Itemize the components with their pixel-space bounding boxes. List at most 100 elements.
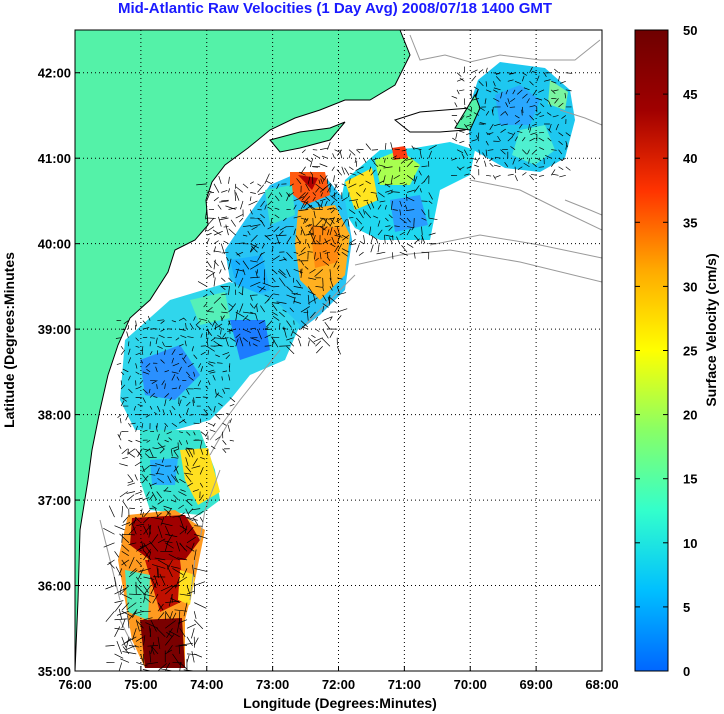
velocity-arrow bbox=[308, 297, 318, 304]
velocity-arrow bbox=[164, 393, 170, 398]
velocity-arrow bbox=[454, 102, 458, 108]
velocity-arrow bbox=[221, 286, 226, 290]
velocity-arrow bbox=[239, 336, 244, 347]
velocity-arrow bbox=[326, 256, 331, 261]
velocity-arrow bbox=[377, 204, 382, 210]
velocity-arrow bbox=[183, 602, 188, 617]
x-tick-label: 73:00 bbox=[256, 677, 289, 692]
velocity-arrow bbox=[136, 585, 145, 595]
velocity-arrow bbox=[171, 585, 180, 588]
velocity-arrow bbox=[554, 68, 559, 73]
velocity-arrow bbox=[170, 474, 177, 482]
velocity-arrow bbox=[157, 499, 165, 505]
velocity-arrow bbox=[250, 192, 256, 194]
velocity-arrow bbox=[121, 559, 130, 566]
velocity-arrow bbox=[328, 217, 335, 220]
velocity-arrow bbox=[206, 345, 215, 352]
velocity-arrow bbox=[487, 149, 494, 151]
velocity-arrow bbox=[239, 303, 244, 313]
velocity-arrow bbox=[179, 642, 194, 646]
velocity-arrow bbox=[178, 419, 186, 424]
velocity-arrow bbox=[470, 89, 472, 97]
velocity-arrow bbox=[158, 334, 165, 339]
velocity-arrow bbox=[131, 522, 137, 535]
velocity-arrow bbox=[128, 341, 130, 347]
velocity-arrow bbox=[183, 354, 187, 360]
velocity-arrow bbox=[405, 209, 415, 211]
velocity-arrow bbox=[485, 140, 489, 146]
velocity-arrow bbox=[218, 344, 223, 347]
velocity-arrow bbox=[358, 251, 364, 256]
velocity-arrow bbox=[384, 142, 387, 150]
velocity-arrow bbox=[471, 175, 476, 180]
velocity-arrow bbox=[169, 409, 173, 415]
velocity-arrow bbox=[127, 480, 134, 484]
velocity-arrow bbox=[230, 219, 237, 227]
velocity-arrow bbox=[171, 371, 179, 374]
velocity-arrow bbox=[329, 316, 333, 321]
velocity-arrow bbox=[161, 522, 173, 527]
velocity-arrow bbox=[385, 189, 393, 193]
velocity-arrow bbox=[143, 509, 151, 518]
velocity-arrow bbox=[155, 472, 164, 475]
velocity-arrow bbox=[220, 303, 227, 310]
velocity-arrow bbox=[209, 429, 216, 433]
velocity-arrow bbox=[428, 232, 436, 236]
velocity-arrow bbox=[366, 201, 372, 210]
velocity-arrow bbox=[117, 414, 122, 418]
velocity-arrow bbox=[170, 448, 173, 457]
velocity-arrow bbox=[206, 217, 215, 226]
velocity-arrow bbox=[186, 431, 191, 436]
velocity-arrow bbox=[156, 566, 159, 578]
velocity-arrow bbox=[186, 536, 196, 544]
velocity-arrow bbox=[185, 508, 190, 517]
velocity-arrow bbox=[152, 647, 159, 655]
velocity-arrow bbox=[271, 255, 280, 262]
velocity-arrow bbox=[160, 585, 173, 592]
velocity-arrow bbox=[242, 183, 249, 189]
velocity-arrow bbox=[218, 216, 222, 227]
velocity-arrow bbox=[186, 526, 194, 535]
velocity-arrow bbox=[140, 508, 143, 515]
velocity-arrow bbox=[478, 106, 485, 111]
velocity-arrow bbox=[235, 192, 240, 201]
velocity-arrow bbox=[207, 405, 212, 411]
velocity-arrow bbox=[307, 227, 313, 236]
velocity-arrow bbox=[266, 294, 273, 302]
velocity-arrow bbox=[464, 123, 469, 130]
velocity-arrow bbox=[180, 489, 186, 492]
velocity-arrow bbox=[186, 636, 193, 646]
velocity-arrow bbox=[169, 611, 173, 619]
velocity-arrow bbox=[204, 209, 208, 220]
velocity-arrow bbox=[119, 431, 122, 437]
velocity-arrow bbox=[228, 176, 230, 184]
velocity-arrow bbox=[180, 335, 187, 339]
velocity-arrow bbox=[135, 363, 138, 369]
velocity-arrow bbox=[388, 226, 393, 231]
velocity-arrow bbox=[348, 239, 356, 244]
velocity-arrow bbox=[565, 89, 572, 92]
velocity-arrow bbox=[264, 294, 270, 298]
velocity-arrow bbox=[329, 277, 334, 288]
velocity-arrow bbox=[161, 457, 165, 463]
velocity-arrow bbox=[300, 268, 303, 278]
velocity-arrow bbox=[485, 89, 492, 93]
velocity-arrow bbox=[185, 465, 192, 473]
velocity-arrow bbox=[128, 348, 131, 355]
velocity-arrow bbox=[548, 101, 552, 108]
velocity-arrow bbox=[529, 137, 536, 142]
velocity-arrow bbox=[313, 337, 323, 343]
velocity-arrow bbox=[251, 226, 258, 230]
velocity-arrow bbox=[196, 325, 202, 330]
velocity-arrow bbox=[493, 89, 498, 93]
velocity-arrow bbox=[305, 183, 310, 192]
velocity-arrow bbox=[471, 139, 477, 142]
velocity-arrow bbox=[330, 200, 335, 206]
velocity-arrow bbox=[136, 620, 144, 629]
velocity-arrow bbox=[142, 465, 150, 472]
velocity-arrow bbox=[370, 236, 374, 244]
velocity-arrow bbox=[319, 163, 328, 168]
velocity-arrow bbox=[151, 491, 157, 501]
velocity-arrow bbox=[353, 205, 357, 210]
velocity-arrow bbox=[384, 234, 386, 244]
